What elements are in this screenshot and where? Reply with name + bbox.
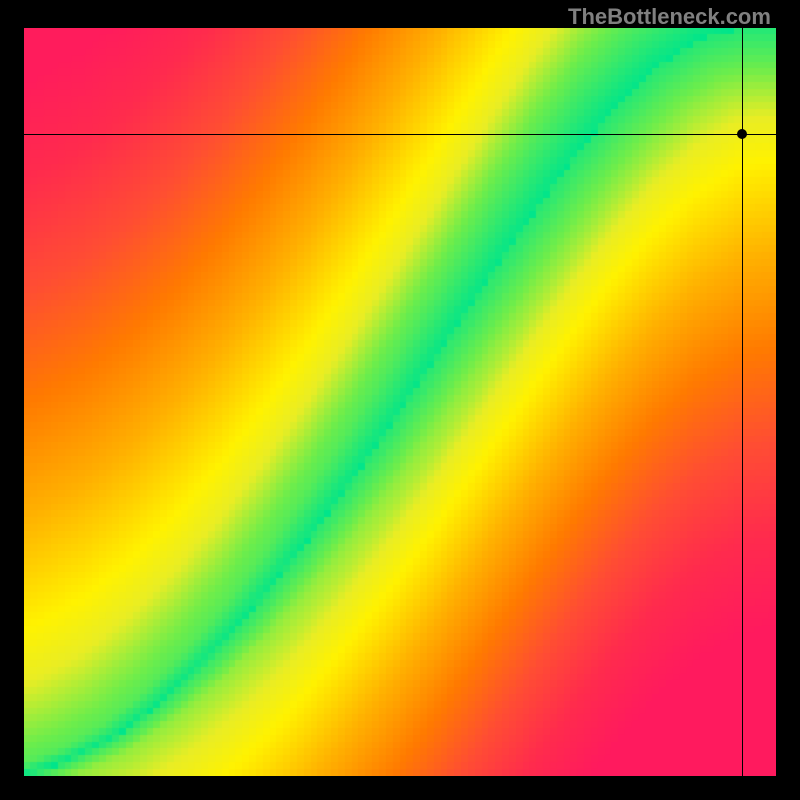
crosshair-horizontal-line (24, 134, 776, 135)
bottleneck-heatmap (24, 28, 776, 776)
crosshair-vertical-line (742, 28, 743, 776)
watermark-label: TheBottleneck.com (568, 4, 771, 30)
chart-root: TheBottleneck.com (0, 0, 800, 800)
crosshair-marker-dot (737, 129, 747, 139)
